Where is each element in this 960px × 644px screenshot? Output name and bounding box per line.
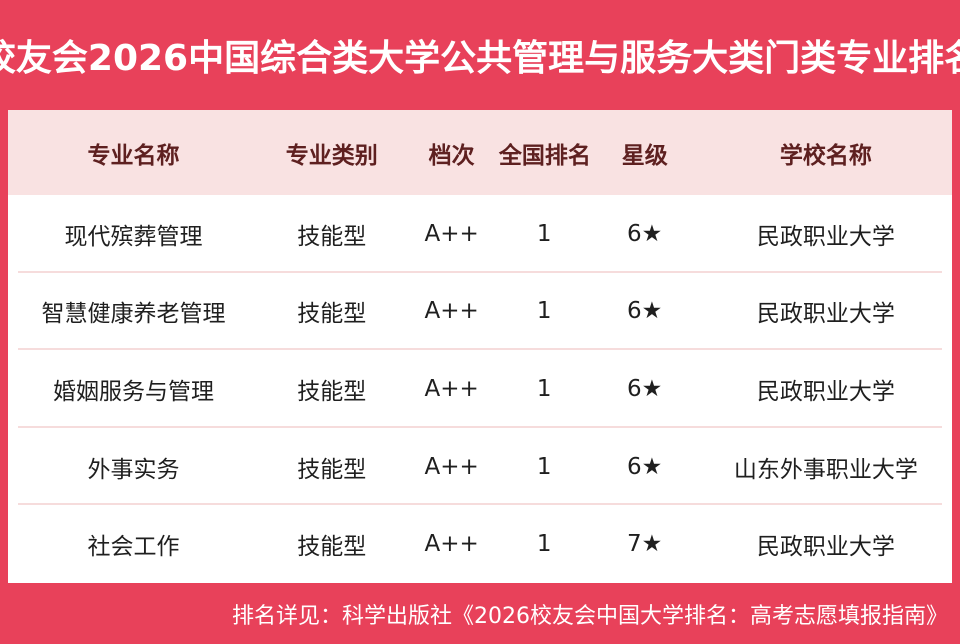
col-header-school: 学校名称 bbox=[779, 142, 872, 169]
cell-category: 技能型 bbox=[297, 301, 367, 328]
table-header-row: 专业名称 专业类别 档次 全国排名 星级 学校名称 bbox=[8, 110, 952, 195]
table-row: 智慧健康养老管理 技能型 A++ 1 6★ 民政职业大学 bbox=[8, 272, 952, 351]
cell-grade: A++ bbox=[424, 531, 479, 558]
cell-major: 现代殡葬管理 bbox=[64, 223, 203, 250]
cell-school: 民政职业大学 bbox=[756, 301, 895, 328]
table-row: 社会工作 技能型 A++ 1 7★ 民政职业大学 bbox=[8, 505, 952, 583]
col-header-stars: 星级 bbox=[621, 142, 668, 169]
cell-grade: A++ bbox=[424, 220, 479, 247]
cell-stars: 6★ bbox=[627, 453, 663, 480]
cell-major: 婚姻服务与管理 bbox=[53, 378, 215, 405]
page-title: 校友会2026中国综合类大学公共管理与服务大类门类专业排名 bbox=[0, 38, 960, 79]
cell-rank: 1 bbox=[536, 298, 552, 325]
cell-grade: A++ bbox=[424, 298, 479, 325]
cell-school: 民政职业大学 bbox=[756, 534, 895, 561]
footer-note-bar: 排名详见：科学出版社《2026校友会中国大学排名：高考志愿填报指南》 bbox=[0, 583, 960, 644]
cell-rank: 1 bbox=[536, 531, 552, 558]
col-header-rank: 全国排名 bbox=[498, 142, 591, 169]
cell-school: 民政职业大学 bbox=[756, 378, 895, 405]
cell-stars: 7★ bbox=[627, 531, 663, 558]
table-row: 婚姻服务与管理 技能型 A++ 1 6★ 民政职业大学 bbox=[8, 350, 952, 428]
cell-grade: A++ bbox=[424, 453, 479, 480]
cell-major: 外事实务 bbox=[87, 456, 180, 483]
cell-rank: 1 bbox=[536, 375, 552, 402]
cell-school: 山东外事职业大学 bbox=[733, 456, 918, 483]
cell-category: 技能型 bbox=[297, 223, 367, 250]
cell-stars: 6★ bbox=[627, 375, 663, 402]
cell-stars: 6★ bbox=[627, 298, 663, 325]
table-row: 外事实务 技能型 A++ 1 6★ 山东外事职业大学 bbox=[8, 427, 952, 506]
cell-category: 技能型 bbox=[297, 378, 367, 405]
cell-stars: 6★ bbox=[627, 220, 663, 247]
col-header-grade: 档次 bbox=[428, 142, 475, 169]
cell-grade: A++ bbox=[424, 375, 479, 402]
footer-note: 排名详见：科学出版社《2026校友会中国大学排名：高考志愿填报指南》 bbox=[232, 603, 948, 629]
cell-major: 智慧健康养老管理 bbox=[41, 301, 226, 328]
col-header-category: 专业类别 bbox=[285, 142, 378, 169]
cell-category: 技能型 bbox=[297, 456, 367, 483]
ranking-table: 专业名称 专业类别 档次 全国排名 星级 学校名称 现代殡葬管理 技能型 A++… bbox=[8, 110, 952, 583]
title-banner: 校友会2026中国综合类大学公共管理与服务大类门类专业排名 bbox=[0, 0, 960, 110]
cell-major: 社会工作 bbox=[87, 534, 180, 561]
cell-rank: 1 bbox=[536, 453, 552, 480]
col-header-major: 专业名称 bbox=[87, 142, 180, 169]
table-row: 现代殡葬管理 技能型 A++ 1 6★ 民政职业大学 bbox=[8, 195, 952, 273]
cell-school: 民政职业大学 bbox=[756, 223, 895, 250]
cell-category: 技能型 bbox=[297, 534, 367, 561]
cell-rank: 1 bbox=[536, 220, 552, 247]
